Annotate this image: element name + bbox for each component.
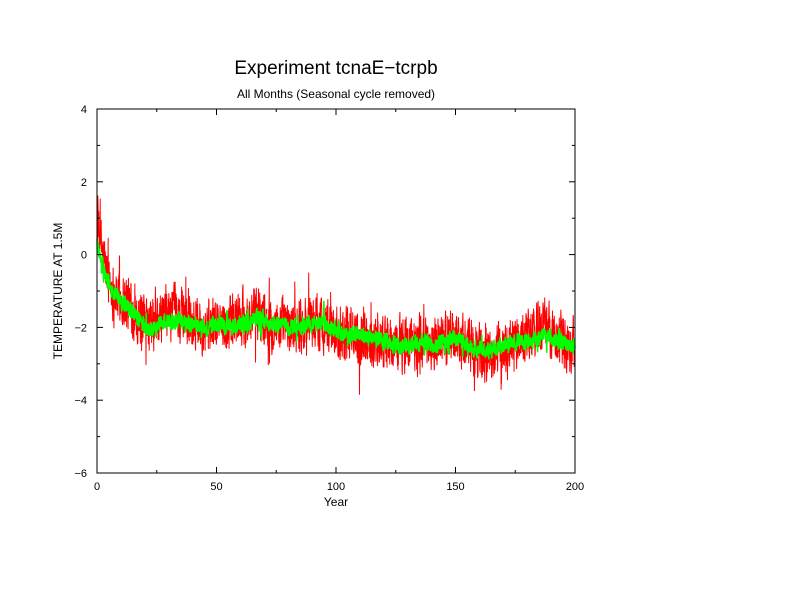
series-line-smoothed <box>96 238 576 360</box>
y-tick-label: −6 <box>74 468 87 480</box>
tick-labels-layer: 0 50 100 150 200 −6 −4 −2 0 2 4 <box>74 104 584 493</box>
y-tick-label: 0 <box>81 250 87 262</box>
x-axis-title: Year <box>324 495 348 509</box>
chart-subtitle: All Months (Seasonal cycle removed) <box>237 87 435 101</box>
x-tick-label: 200 <box>566 481 584 493</box>
y-tick-label: 2 <box>81 177 87 189</box>
ticks-layer <box>96 108 576 474</box>
y-tick-label: −4 <box>74 395 87 407</box>
chart-title: Experiment tcnaE−tcrpb <box>234 58 437 79</box>
y-tick-label: 4 <box>81 104 87 116</box>
series-layer <box>96 195 576 395</box>
series-line-monthly <box>96 195 576 395</box>
x-tick-label: 0 <box>94 481 100 493</box>
y-axis-title: TEMPERATURE AT 1.5M <box>51 223 65 360</box>
y-tick-label: −2 <box>74 322 87 334</box>
x-tick-label: 50 <box>210 481 222 493</box>
x-tick-label: 150 <box>446 481 464 493</box>
x-tick-label: 100 <box>327 481 345 493</box>
